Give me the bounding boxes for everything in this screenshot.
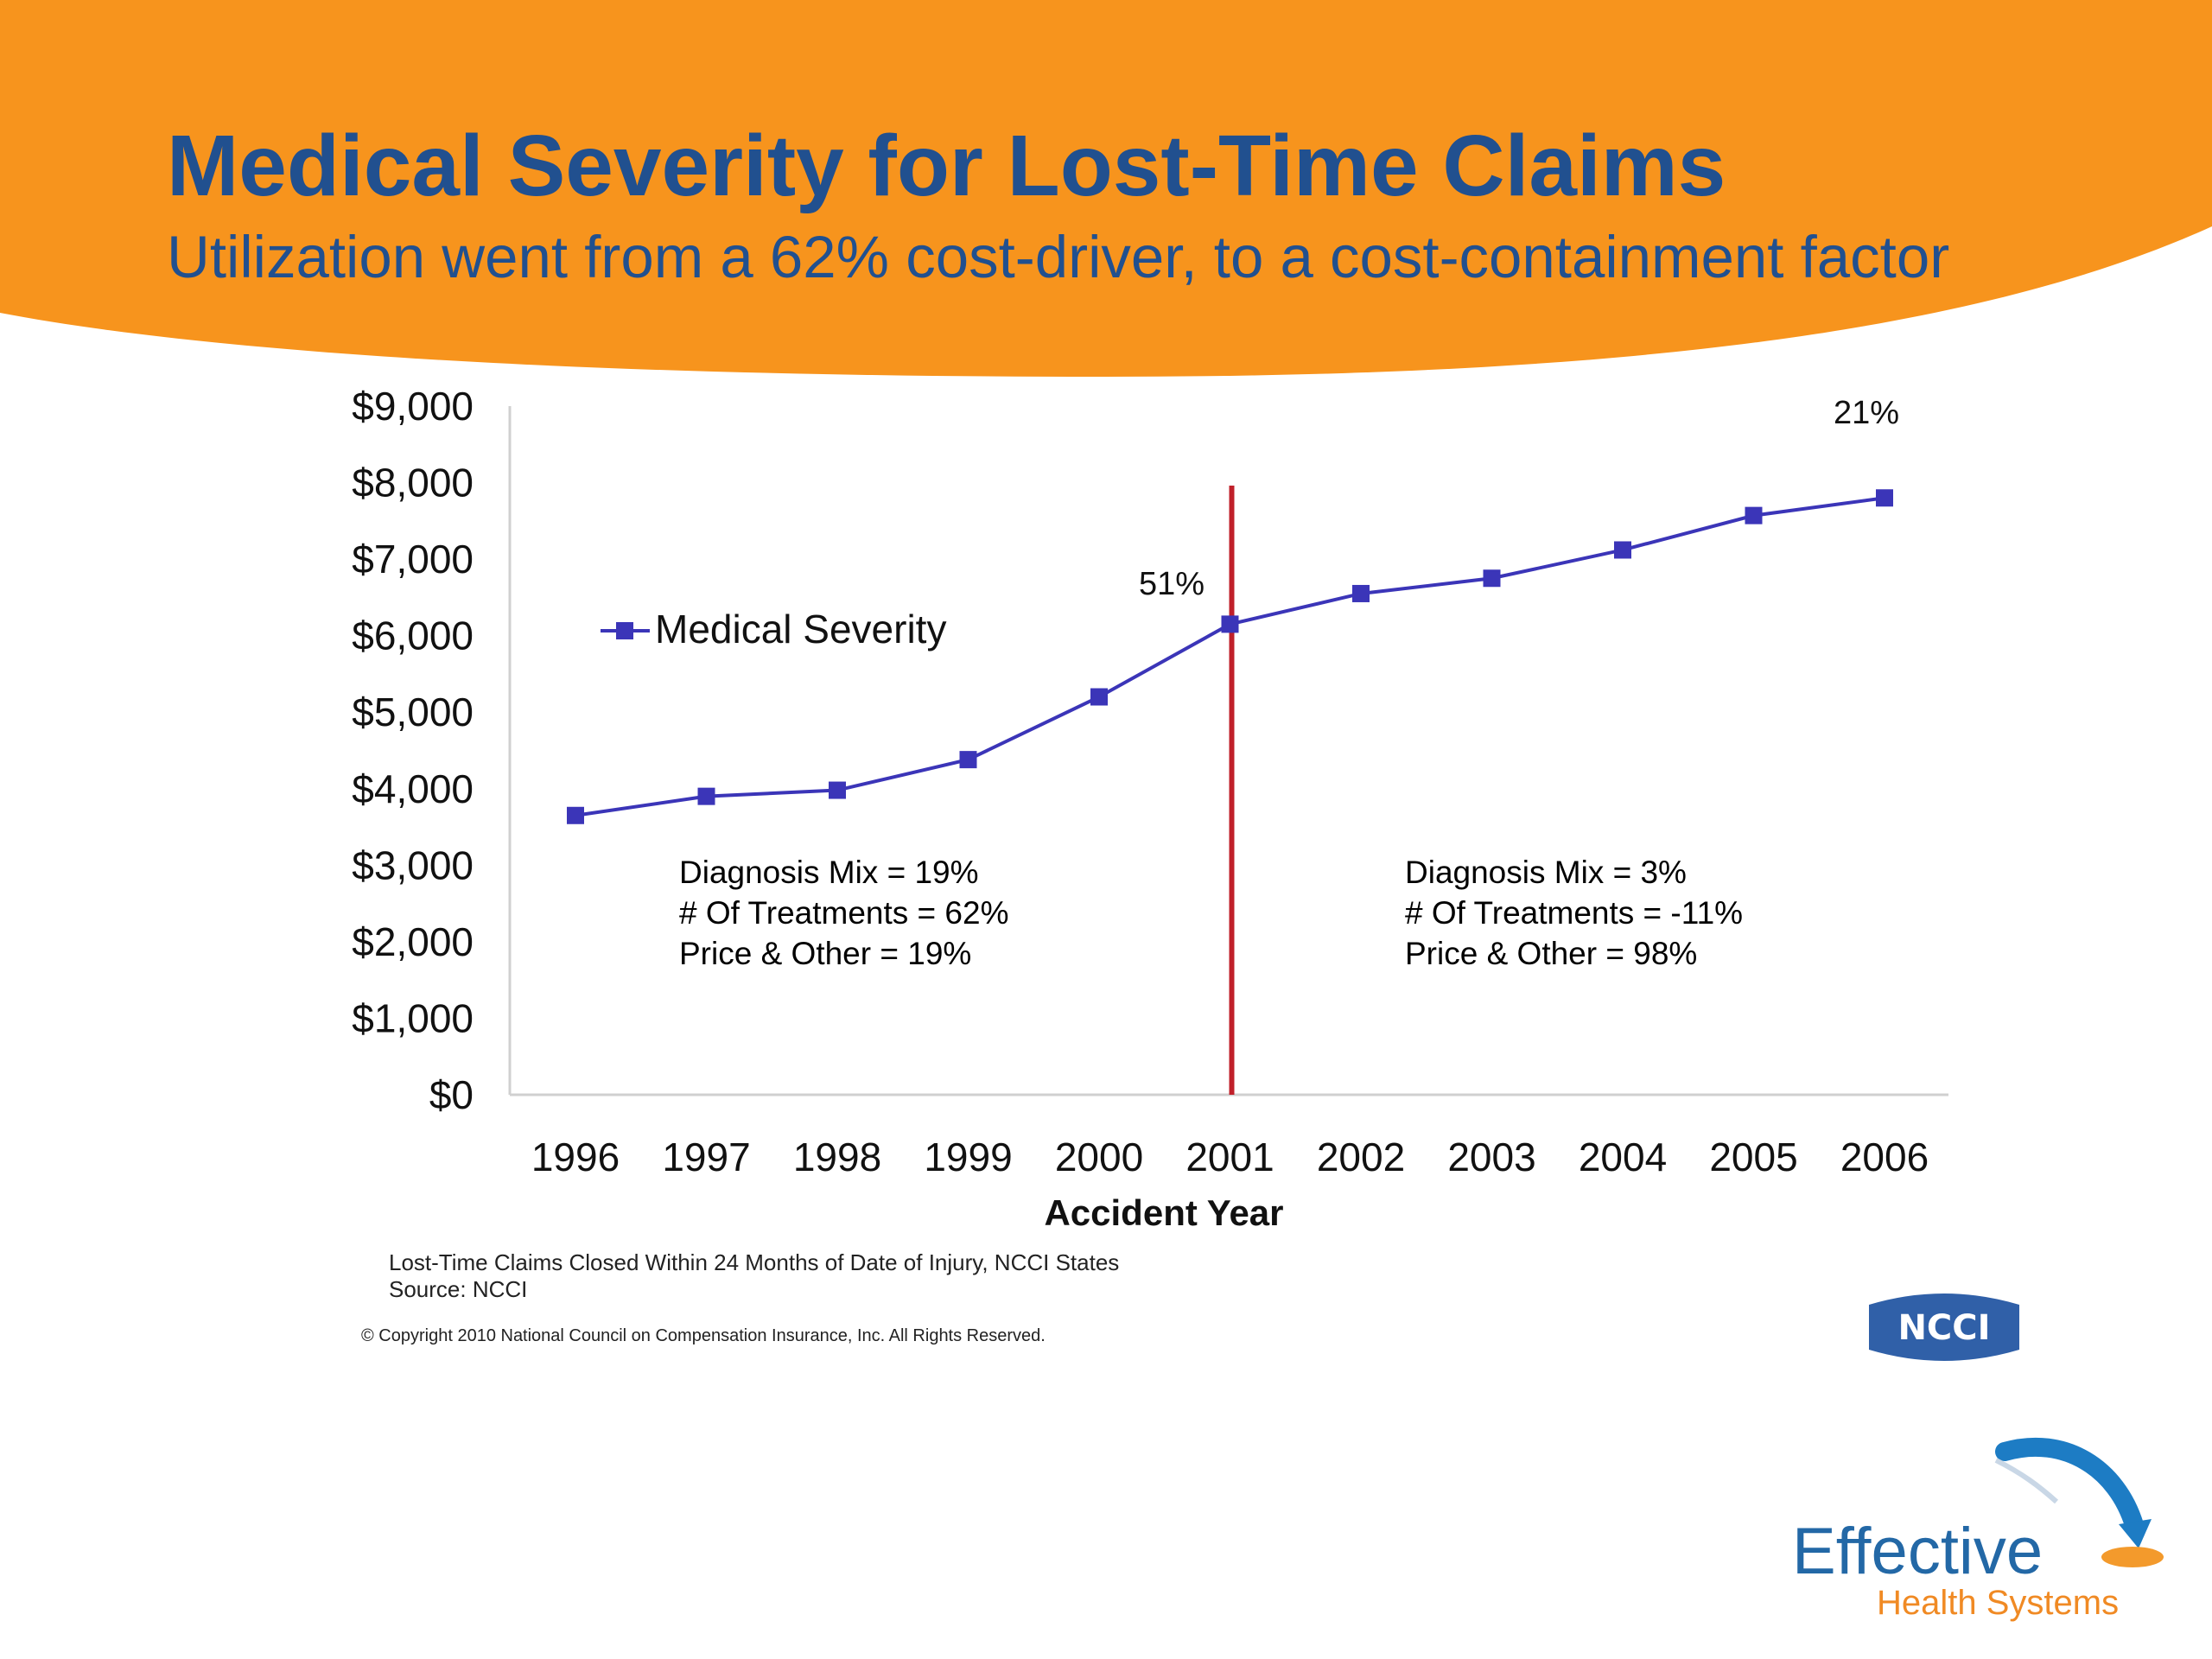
x-tick-label: 1996 [531,1135,620,1179]
x-tick-label: 2000 [1055,1135,1143,1179]
note-line: Price & Other = 98% [1405,936,1698,971]
ncci-logo: NCCI [1869,1294,2019,1361]
data-point [1221,615,1239,633]
y-tick-label: $2,000 [352,919,474,964]
x-tick-label: 2005 [1709,1135,1797,1179]
legend-marker [616,622,633,639]
y-tick-label: $0 [429,1072,474,1117]
x-tick-label: 1998 [793,1135,881,1179]
annotation-label: 51% [1139,566,1205,602]
data-point [1876,489,1893,507]
y-tick-label: $6,000 [352,613,474,658]
note-line: # Of Treatments = -11% [1405,895,1744,931]
note-line: Diagnosis Mix = 19% [679,855,979,890]
data-point [959,751,977,769]
swoosh-arrow-icon [1994,1437,2164,1567]
x-tick-label: 2006 [1840,1135,1929,1179]
y-tick-label: $7,000 [352,537,474,582]
data-point [1090,688,1108,706]
x-tick-label: 2001 [1185,1135,1274,1179]
header-banner [0,0,2212,377]
data-point [829,781,846,799]
x-tick-label: 2003 [1447,1135,1535,1179]
page-subtitle: Utilization went from a 62% cost-driver,… [167,224,1950,290]
copyright-notice: © Copyright 2010 National Council on Com… [361,1326,1046,1345]
page-title: Medical Severity for Lost-Time Claims [167,118,1726,214]
footnote-claims: Lost-Time Claims Closed Within 24 Months… [389,1249,1120,1275]
annotation-label: 21% [1834,395,1899,431]
ehs-logo-word: Effective [1792,1515,2044,1588]
data-point [567,806,584,824]
data-point [1483,569,1501,588]
data-point [1745,506,1763,524]
ehs-logo-subword: Health Systems [1877,1584,2120,1622]
x-axis-title: Accident Year [1044,1192,1283,1233]
note-box-post-2001: Diagnosis Mix = 3% # Of Treatments = -11… [1405,852,1743,974]
x-tick-label: 1997 [662,1135,750,1179]
footnote-source: Source: NCCI [389,1276,528,1302]
x-tick-label: 2004 [1579,1135,1667,1179]
note-line: Price & Other = 19% [679,936,972,971]
y-tick-label: $9,000 [352,384,474,429]
banner-shape [0,0,2212,377]
data-point [697,787,715,805]
y-tick-label: $4,000 [352,766,474,811]
x-tick-label: 1999 [924,1135,1012,1179]
data-point [1614,541,1631,559]
ncci-logo-text: NCCI [1897,1308,1990,1348]
x-tick-label: 2002 [1317,1135,1405,1179]
line-chart: $0 $1,000 $2,000 $3,000 $4,000 $5,000 $6,000 $7… [352,384,1948,1233]
data-point [1352,584,1370,602]
y-tick-label: $8,000 [352,461,474,505]
note-line: Diagnosis Mix = 3% [1405,855,1687,890]
note-box-pre-2001: Diagnosis Mix = 19% # Of Treatments = 62… [679,852,1009,974]
y-tick-label: $3,000 [352,842,474,887]
note-line: # Of Treatments = 62% [679,895,1009,931]
y-tick-label: $1,000 [352,995,474,1040]
effective-health-systems-logo: Effective Health Systems [1780,1434,2186,1624]
legend-label: Medical Severity [655,607,946,652]
y-tick-label: $5,000 [352,690,474,734]
